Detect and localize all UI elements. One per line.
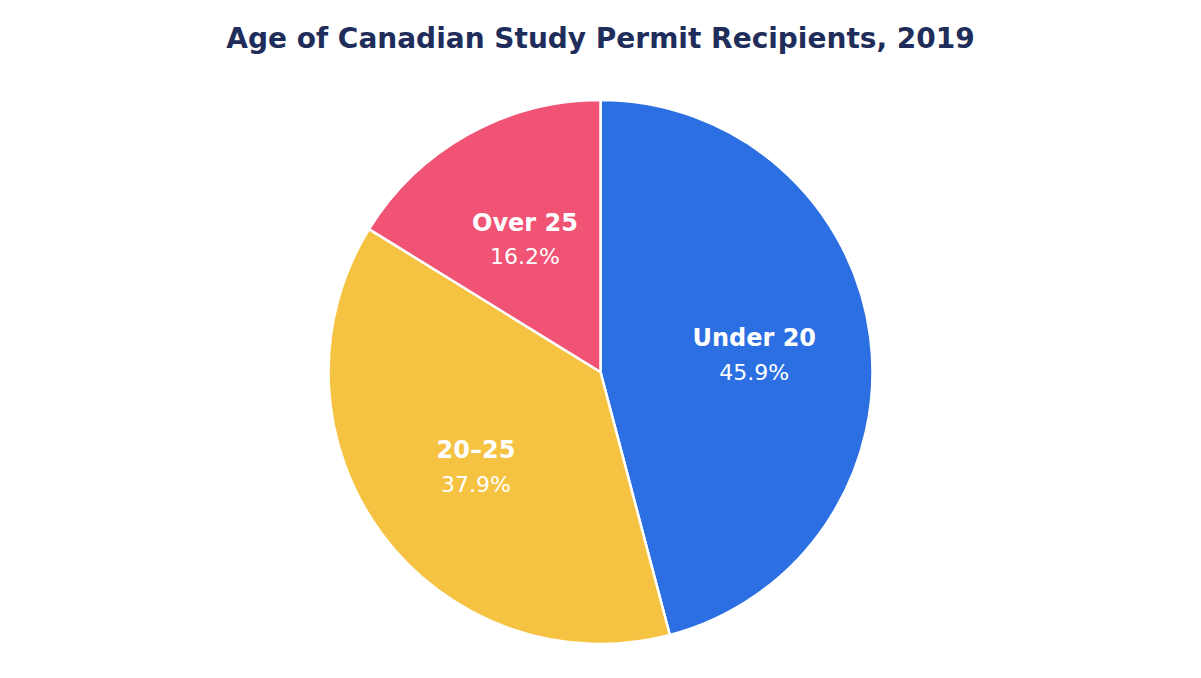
data-label: 37.9% [441, 472, 511, 497]
wedge-category-label: 20–25 [437, 436, 516, 464]
wedge-labels: Under 20 45.9% 20–25 37.9% Over 25 16.2% [437, 209, 817, 497]
background [0, 0, 1201, 678]
chart-container: Age of Canadian Study Permit Recipients,… [0, 0, 1201, 678]
wedge-category-label: Over 25 [472, 209, 578, 237]
data-label: 45.9% [719, 360, 789, 385]
data-label: 16.2% [490, 244, 560, 269]
wedge-category-label: Under 20 [692, 324, 816, 352]
wedges [329, 100, 873, 644]
wedge [369, 100, 600, 372]
title: Age of Canadian Study Permit Recipients,… [226, 22, 975, 55]
chart: Age of Canadian Study Permit Recipients,… [0, 0, 1201, 678]
